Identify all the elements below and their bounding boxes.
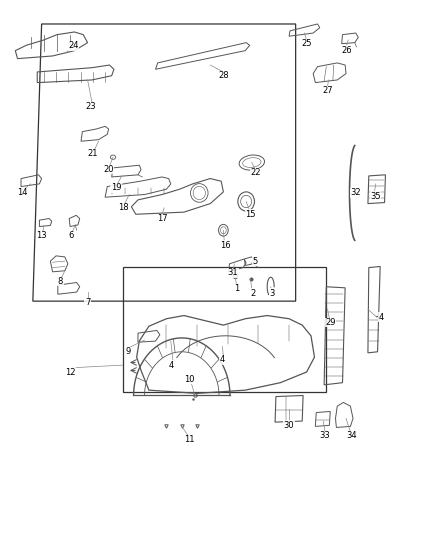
Text: 1: 1 (234, 285, 239, 293)
Text: 35: 35 (370, 192, 381, 200)
Text: 14: 14 (17, 189, 27, 197)
Text: 32: 32 (350, 189, 361, 197)
Text: 28: 28 (218, 71, 229, 80)
Text: 2: 2 (251, 289, 256, 297)
Text: 5: 5 (252, 257, 258, 265)
Text: 27: 27 (322, 86, 333, 95)
Text: 29: 29 (325, 318, 336, 327)
Text: 8: 8 (58, 277, 63, 286)
Text: 25: 25 (301, 39, 312, 48)
Text: 26: 26 (342, 46, 352, 54)
Text: 3: 3 (270, 289, 275, 297)
Text: 4: 4 (220, 356, 225, 364)
Text: 13: 13 (36, 231, 47, 240)
Text: 17: 17 (157, 214, 167, 223)
Text: 23: 23 (86, 102, 96, 111)
Text: 4: 4 (378, 313, 384, 321)
Text: 24: 24 (68, 42, 79, 50)
Text: 16: 16 (220, 241, 230, 249)
Text: 33: 33 (320, 431, 330, 440)
Text: 21: 21 (88, 149, 98, 158)
Text: 19: 19 (111, 183, 121, 192)
Text: 12: 12 (65, 368, 75, 376)
Text: 7: 7 (85, 298, 90, 307)
Text: 20: 20 (103, 165, 114, 174)
Text: 10: 10 (184, 375, 194, 384)
Text: 6: 6 (68, 231, 74, 240)
Text: 18: 18 (118, 204, 129, 212)
Text: 34: 34 (346, 431, 357, 440)
Text: 30: 30 (284, 421, 294, 430)
Text: 9: 9 (125, 348, 131, 356)
Text: 22: 22 (251, 168, 261, 177)
Text: 31: 31 (228, 269, 238, 277)
Text: 4: 4 (168, 361, 173, 369)
Text: 15: 15 (245, 210, 256, 219)
Text: 11: 11 (184, 435, 194, 444)
